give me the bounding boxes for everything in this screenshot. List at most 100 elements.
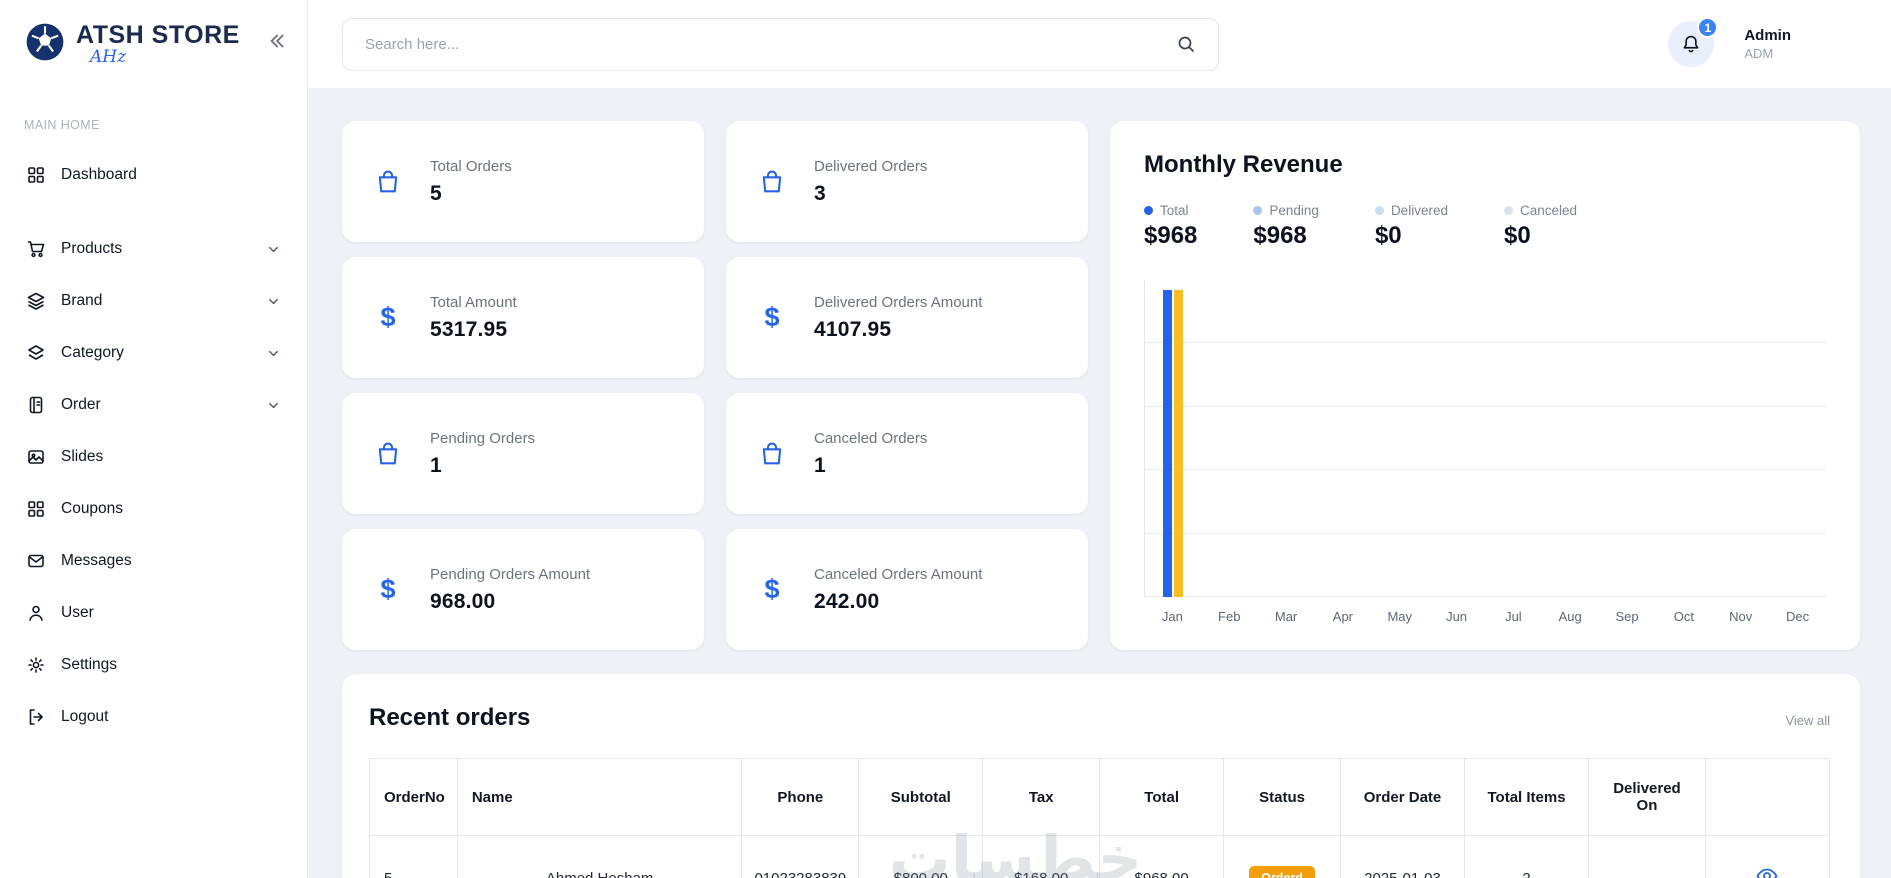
stat-value: 1 [430,453,442,477]
chart-month-label: May [1387,609,1412,624]
logo-text: ATSH STORE AHz [76,21,240,67]
cell-name: Ahmed Hesham [456,835,743,878]
chart-month-label: Nov [1729,609,1753,624]
search-icon[interactable] [1176,34,1196,54]
legend-dot [1503,206,1513,215]
stat-card-canceled-orders-amount: $ Canceled Orders Amount 242.00 [726,529,1088,650]
bag-icon [372,440,404,468]
legend-pending: Pending $968 [1253,203,1319,250]
stat-label: Canceled Orders Amount [814,565,983,583]
brand-name: ATSH STORE [76,21,240,49]
chart-month-label: Oct [1673,609,1694,624]
chart-month-slot [1769,280,1826,597]
col-name: Name [456,758,743,836]
stat-value: 1 [814,453,826,477]
monthly-revenue-card: Monthly Revenue Total $968 Pending $968 … [1110,121,1860,650]
bag-icon [372,168,404,196]
legend-value: $0 [1503,222,1531,249]
chart-month-label: Dec [1785,609,1810,624]
chart-month-slot [1315,280,1372,597]
sidebar-item-user[interactable]: User [24,592,283,634]
cell-status: Orderd [1223,835,1341,878]
stat-label: Pending Orders [430,429,536,447]
user-name: Admin [1744,27,1791,44]
sidebar-item-settings[interactable]: Settings [24,644,283,686]
sidebar-item-label: Products [61,240,123,257]
stat-label: Pending Orders Amount [430,565,591,583]
sidebar-item-label: User [61,604,94,621]
stat-label: Total Orders [430,157,512,175]
sidebar-item-label: Logout [61,708,109,725]
revenue-bar-chart [1144,280,1826,598]
content: Total Orders 5 Delivered Orders 3 $ Total … [308,88,1891,878]
cell-total-items: 2 [1464,835,1590,878]
notification-bell-icon[interactable]: 1 [1668,17,1719,67]
sidebar-item-coupons[interactable]: Coupons [24,488,283,530]
chart-gridlines [1145,280,1826,598]
sidebar-item-brand[interactable]: Brand [24,280,283,322]
sidebar-item-label: Order [61,396,101,413]
chevron-down-icon [266,294,281,309]
sidebar-item-category[interactable]: Category [24,332,283,374]
sidebar-item-label: Coupons [61,500,124,517]
logo: ATSH STORE AHz [24,0,284,88]
col-phone: Phone [741,758,860,836]
legend-label: Delivered [1390,203,1448,218]
chart-month-labels: Jan Feb Mar Apr May Jun Jul Aug Sep Oct Nov Dec [1144,609,1826,624]
col-total: Total [1099,758,1225,836]
sidebar-item-label: Category [61,344,124,361]
coupons-icon [26,499,46,519]
soccer-ball-logo-icon [24,21,66,68]
eye-icon[interactable] [1755,864,1779,878]
user-info[interactable]: Admin ADM [1744,27,1791,61]
sidebar-item-logout[interactable]: Logout [24,696,283,738]
cell-order-date: 2025-01-03 [1339,835,1466,878]
cell-total: $968.00 [1099,835,1225,878]
chevron-down-icon [266,398,281,413]
view-all-link[interactable]: View all [1785,713,1830,728]
stat-card-pending-orders-amount: $ Pending Orders Amount 968.00 [342,529,704,650]
recent-orders-title: Recent orders [369,704,531,731]
stat-card-total-orders: Total Orders 5 [342,121,704,242]
topbar: 1 Admin ADM [308,0,1891,88]
col-orderno: OrderNo [369,758,458,836]
sidebar-item-order[interactable]: Order [24,384,283,426]
recent-orders-card: Recent orders View all OrderNo Name Phon… [342,674,1860,878]
stat-card-pending-orders: Pending Orders 1 [342,393,704,514]
sidebar-item-messages[interactable]: Messages [24,540,283,582]
chart-month-label: Feb [1218,609,1241,624]
legend-dot [1253,206,1263,215]
stat-value: 4107.95 [814,317,892,341]
sidebar-item-label: Dashboard [61,166,137,183]
stats-grid: Total Orders 5 Delivered Orders 3 $ Total … [342,121,1088,650]
search-input[interactable] [365,35,1176,53]
sidebar-item-slides[interactable]: Slides [24,436,283,478]
image-icon [26,447,46,467]
bag-icon [756,168,788,196]
chart-month-label: Jul [1505,609,1522,624]
cell-orderno: 5 [369,835,458,878]
stat-card-delivered-orders: Delivered Orders 3 [726,121,1088,242]
sidebar-item-products[interactable]: Products [24,228,283,270]
notification-badge: 1 [1697,17,1719,38]
category-icon [26,343,46,363]
sidebar-collapse-icon[interactable] [265,30,287,55]
chart-month-slot [1145,280,1202,597]
bar-total [1163,290,1173,597]
chart-month-slot [1599,280,1656,597]
chart-month-slot [1372,280,1429,597]
dollar-icon: $ [764,574,780,604]
dollar-icon: $ [380,302,396,332]
search-box [342,17,1219,71]
chart-month-slot [1202,280,1259,597]
col-actions [1704,758,1831,836]
stat-card-total-amount: $ Total Amount 5317.95 [342,257,704,378]
revenue-title: Monthly Revenue [1144,151,1343,178]
stat-value: 242.00 [814,589,880,613]
sidebar-nav: Dashboard Products Brand C [24,154,283,748]
chart-month-slot [1259,280,1316,597]
sidebar-item-dashboard[interactable]: Dashboard [24,154,283,196]
gear-icon [26,655,46,675]
sidebar-item-label: Slides [61,448,104,465]
